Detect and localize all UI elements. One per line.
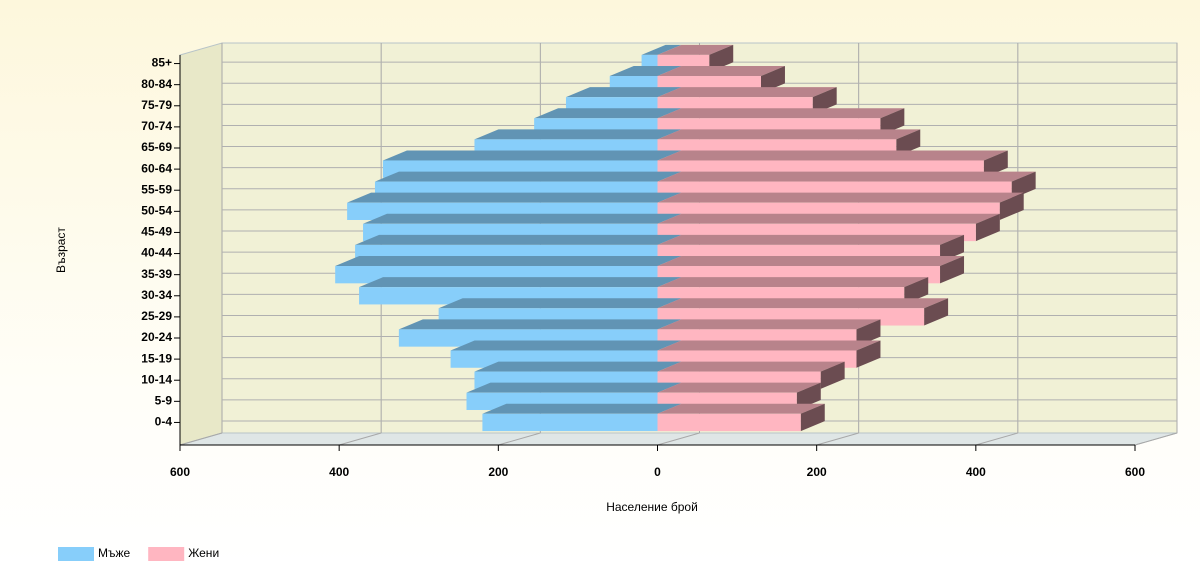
x-tick-label: 200: [488, 465, 508, 479]
bar-top: [657, 150, 1008, 161]
bar-top: [657, 256, 965, 267]
x-tick-label: 0: [654, 465, 661, 479]
y-tick-label: 35-39: [141, 267, 172, 281]
bar-top: [450, 340, 682, 351]
y-tick-label: 60-64: [141, 161, 172, 175]
y-tick-label: 75-79: [141, 98, 172, 112]
bar-side: [812, 87, 837, 115]
y-tick-label: 20-24: [141, 330, 172, 344]
x-tick-label: 600: [170, 465, 190, 479]
bar: [482, 413, 658, 432]
x-tick-label: 400: [329, 465, 349, 479]
bar-top: [438, 298, 682, 309]
bar-side: [924, 298, 949, 326]
bar-side: [880, 108, 905, 136]
x-tick-label: 400: [966, 465, 986, 479]
y-tick-label: 25-29: [141, 309, 172, 323]
y-tick-label: 15-19: [141, 351, 172, 365]
floor-line: [816, 432, 859, 446]
bar-top: [482, 403, 682, 414]
y-tick-label: 85+: [152, 56, 172, 70]
bar-side: [856, 340, 881, 368]
bar-top: [565, 87, 682, 98]
bar-top: [657, 129, 921, 140]
y-tick-label: 10-14: [141, 372, 172, 386]
y-tick-label: 5-9: [155, 394, 173, 408]
y-tick-label: 30-34: [141, 288, 172, 302]
y-tick-label: 80-84: [141, 77, 172, 91]
bar-side: [820, 361, 845, 389]
bar-side: [940, 234, 965, 263]
bar-top: [534, 108, 682, 119]
x-tick-label: 600: [1125, 465, 1145, 479]
bar-top: [657, 66, 785, 77]
bar-side: [940, 256, 965, 284]
bar-top: [657, 403, 825, 414]
bar-side: [975, 213, 1000, 242]
x-tick-label: 200: [807, 465, 827, 479]
bar-side: [1011, 171, 1036, 199]
bar-side: [760, 66, 785, 94]
bar-top: [657, 382, 821, 393]
left-wall: [179, 42, 223, 446]
y-tick-label: 70-74: [141, 119, 172, 133]
y-tick-label: 50-54: [141, 204, 172, 218]
bar-top: [657, 108, 905, 119]
bar-top: [374, 171, 682, 182]
bar-top: [466, 382, 682, 393]
floor-line: [1134, 432, 1178, 446]
floor-line: [179, 432, 223, 446]
legend-label: Мъже: [98, 546, 131, 560]
floor-line: [339, 432, 382, 446]
y-tick-label: 40-44: [141, 246, 172, 260]
legend-label: Жени: [188, 546, 219, 560]
bar-top: [359, 277, 682, 288]
bar-side: [999, 192, 1024, 220]
bar-top: [657, 171, 1036, 182]
legend-swatch: [148, 547, 185, 561]
bar-top: [657, 361, 845, 372]
floor-line: [498, 432, 541, 446]
bar-top: [657, 277, 929, 288]
bar-top: [398, 319, 682, 330]
y-tick-label: 45-49: [141, 225, 172, 239]
bar-side: [800, 403, 825, 432]
bar-side: [983, 150, 1008, 178]
bar-side: [856, 319, 881, 347]
bar-top: [355, 234, 682, 245]
bar-top: [657, 340, 881, 351]
bar-side: [709, 44, 734, 73]
bar: [657, 413, 801, 432]
bar-top: [609, 66, 682, 77]
y-tick-label: 0-4: [155, 415, 173, 429]
bar-top: [641, 44, 682, 55]
bar-top: [474, 129, 682, 140]
floor-line: [975, 432, 1018, 446]
bar-top: [657, 87, 837, 98]
y-tick-label: 65-69: [141, 140, 172, 154]
bar-side: [796, 382, 821, 410]
bar-top: [657, 44, 734, 55]
bar-top: [657, 192, 1024, 203]
bar-top: [363, 213, 682, 224]
bar-top: [474, 361, 682, 372]
bar-top: [382, 150, 682, 161]
bar-top: [347, 192, 682, 203]
y-axis-label: Възраст: [54, 227, 68, 273]
bar-top: [657, 298, 949, 309]
floor-line: [657, 432, 700, 446]
x-axis-label: Население брой: [606, 500, 698, 514]
bar-top: [335, 256, 682, 267]
bar-top: [657, 234, 965, 245]
y-tick-label: 55-59: [141, 182, 172, 196]
bar-top: [657, 213, 1000, 224]
bar-side: [896, 129, 921, 157]
legend-swatch: [58, 547, 94, 561]
bar-side: [904, 277, 929, 305]
bar-top: [657, 319, 881, 330]
